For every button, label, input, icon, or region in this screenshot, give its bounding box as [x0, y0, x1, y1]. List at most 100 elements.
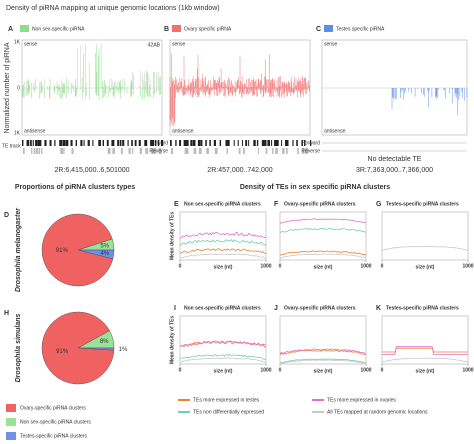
te-block — [265, 148, 268, 154]
te-block — [112, 148, 115, 154]
pie-slice — [41, 213, 114, 287]
density-curve — [180, 253, 267, 259]
te-block — [287, 140, 289, 146]
te-block — [272, 148, 274, 154]
te-block — [38, 148, 41, 154]
te-block — [225, 140, 229, 146]
x-tick-label: 1000 — [260, 263, 271, 269]
y-tick-label: 0 — [17, 85, 20, 91]
plot-frame — [279, 211, 367, 261]
te-block — [54, 140, 56, 146]
pie-label: 91% — [56, 248, 69, 254]
figure-title: Density of piRNA mapping at unique genom… — [6, 5, 220, 12]
panel-letter: D — [4, 212, 9, 219]
density-curve — [279, 253, 367, 259]
panel-letter: F — [274, 201, 279, 208]
pie-label: 4% — [100, 251, 109, 257]
species-label: Drosophila simulans — [15, 313, 22, 382]
te-block — [305, 148, 309, 154]
legend-swatch — [6, 418, 16, 426]
panel-title: Ovary-specific piRNA clusters — [284, 305, 356, 311]
legend-swatch — [20, 25, 29, 32]
te-block — [197, 140, 201, 146]
te-block — [213, 140, 217, 146]
x-axis-label: size (nt) — [214, 368, 233, 374]
antisense-label: antisense — [24, 128, 46, 134]
te-block — [219, 140, 222, 146]
te-block — [238, 148, 241, 154]
x-axis-label: size (nt) — [416, 368, 435, 374]
te-block — [160, 140, 164, 146]
y-tick-label: 1K — [14, 39, 21, 45]
te-block — [134, 140, 137, 146]
te-block — [70, 140, 73, 146]
x-axis-label: size (nt) — [314, 264, 333, 270]
te-block — [200, 140, 203, 146]
coordinates: 2R:457,000..742,000 — [207, 167, 272, 174]
track-label: TE track — [2, 143, 21, 149]
te-block — [190, 140, 193, 146]
legend-swatch — [172, 25, 181, 32]
plot-frame — [381, 211, 469, 261]
te-block — [98, 140, 101, 146]
te-block — [92, 140, 94, 146]
panel-title: Ovary-specific piRNA clusters — [284, 201, 356, 207]
x-tick-label: 0 — [381, 367, 384, 373]
te-block — [106, 140, 109, 146]
te-block — [237, 140, 239, 146]
te-block — [301, 140, 303, 146]
te-block — [245, 140, 248, 146]
te-block — [80, 140, 83, 146]
te-block — [256, 140, 259, 146]
te-block — [304, 140, 306, 146]
legend-label: TEs non differentially expressed — [193, 409, 264, 415]
plot-frame — [381, 315, 469, 365]
te-block — [122, 140, 125, 146]
te-block — [205, 140, 207, 146]
te-block — [170, 140, 172, 146]
pie-label: 91% — [56, 349, 69, 355]
legend-label: Ovary specific piRNA — [184, 26, 232, 32]
te-block — [87, 140, 90, 146]
panel-title: Non sex-specific piRNA clusters — [184, 305, 261, 311]
te-block — [39, 140, 42, 146]
coordinates: 2R:6,415,000..6,501000 — [54, 167, 129, 174]
legend-swatch — [6, 432, 16, 440]
te-block — [296, 140, 298, 146]
te-block — [282, 148, 285, 154]
sense-label: sense — [24, 41, 38, 47]
te-block — [83, 140, 85, 146]
te-block — [243, 148, 245, 154]
te-block — [150, 140, 153, 146]
panel-title: Testes-specific piRNA clusters — [386, 305, 459, 311]
density-curve — [279, 348, 367, 355]
sense-label: sense — [172, 41, 186, 47]
te-block — [131, 140, 133, 146]
density-curve — [179, 340, 267, 348]
pie-title: Proportions of piRNA clusters types — [15, 184, 135, 191]
density-curve — [381, 357, 469, 363]
panel-letter: C — [316, 26, 321, 33]
species-label: Drosophila melanogaster — [15, 207, 22, 292]
panel-letter: E — [174, 201, 179, 208]
te-block — [75, 140, 77, 146]
te-block — [22, 140, 24, 146]
te-block — [276, 140, 279, 146]
legend-label: Ovary-specific piRNA clusters — [20, 405, 86, 411]
te-block — [281, 140, 283, 146]
te-block — [139, 148, 142, 154]
te-block — [31, 148, 33, 154]
panel-letter: K — [376, 305, 381, 312]
x-tick-label: 1000 — [360, 367, 371, 373]
density-curve — [179, 231, 267, 239]
density-curve — [179, 357, 267, 363]
forward-label: Forward — [150, 140, 169, 146]
te-block — [274, 140, 277, 146]
te-block — [128, 148, 131, 154]
te-block — [292, 140, 294, 146]
coordinates: 3R:7,363,000..7,366,000 — [356, 167, 433, 174]
x-tick-label: 1000 — [462, 263, 473, 269]
te-block — [151, 148, 154, 154]
te-block — [60, 148, 64, 154]
density-curve — [179, 354, 267, 360]
